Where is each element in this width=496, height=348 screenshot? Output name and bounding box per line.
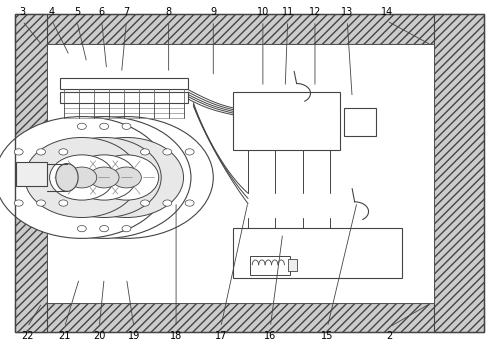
Circle shape bbox=[0, 117, 169, 238]
Bar bbox=[15, 14, 484, 44]
Text: 10: 10 bbox=[257, 7, 269, 17]
Circle shape bbox=[59, 149, 68, 155]
Bar bbox=[47, 44, 434, 303]
Circle shape bbox=[37, 149, 46, 155]
Text: 9: 9 bbox=[210, 7, 216, 17]
Text: 15: 15 bbox=[321, 331, 333, 341]
Circle shape bbox=[69, 137, 184, 218]
Bar bbox=[60, 92, 188, 103]
Circle shape bbox=[89, 167, 119, 188]
Circle shape bbox=[25, 137, 139, 218]
Circle shape bbox=[14, 200, 23, 206]
Circle shape bbox=[77, 226, 86, 232]
Circle shape bbox=[185, 149, 194, 155]
Circle shape bbox=[163, 149, 172, 155]
Circle shape bbox=[59, 200, 68, 206]
Text: 8: 8 bbox=[166, 7, 172, 17]
Circle shape bbox=[14, 149, 23, 155]
Circle shape bbox=[122, 226, 131, 232]
Text: 12: 12 bbox=[309, 7, 321, 17]
Text: 20: 20 bbox=[93, 331, 105, 341]
Text: 21: 21 bbox=[59, 331, 70, 341]
Text: 16: 16 bbox=[264, 331, 276, 341]
Bar bbox=[344, 108, 376, 136]
Circle shape bbox=[67, 167, 97, 188]
Text: 2: 2 bbox=[386, 331, 392, 341]
Circle shape bbox=[100, 226, 109, 232]
Bar bbox=[288, 259, 297, 271]
Text: 17: 17 bbox=[215, 331, 227, 341]
Text: 11: 11 bbox=[282, 7, 294, 17]
Text: 18: 18 bbox=[170, 331, 182, 341]
Circle shape bbox=[185, 200, 194, 206]
Circle shape bbox=[40, 117, 213, 238]
Circle shape bbox=[140, 200, 149, 206]
Circle shape bbox=[163, 200, 172, 206]
Circle shape bbox=[17, 117, 191, 238]
Text: 3: 3 bbox=[19, 7, 25, 17]
Bar bbox=[250, 256, 290, 275]
Circle shape bbox=[100, 123, 109, 129]
Text: 13: 13 bbox=[341, 7, 353, 17]
Ellipse shape bbox=[56, 164, 78, 191]
Bar bbox=[434, 14, 484, 332]
Circle shape bbox=[77, 123, 86, 129]
Circle shape bbox=[94, 155, 159, 200]
Circle shape bbox=[47, 137, 161, 218]
Text: 19: 19 bbox=[128, 331, 140, 341]
Circle shape bbox=[140, 149, 149, 155]
Bar bbox=[16, 162, 47, 186]
Text: 4: 4 bbox=[49, 7, 55, 17]
Bar bbox=[15, 303, 484, 332]
Circle shape bbox=[122, 123, 131, 129]
Circle shape bbox=[50, 155, 114, 200]
Circle shape bbox=[72, 155, 136, 200]
Bar bbox=[60, 78, 188, 89]
Text: 5: 5 bbox=[74, 7, 80, 17]
Bar bbox=[233, 92, 340, 150]
Circle shape bbox=[37, 200, 46, 206]
Circle shape bbox=[112, 167, 141, 188]
Text: 14: 14 bbox=[381, 7, 393, 17]
Text: 22: 22 bbox=[21, 331, 34, 341]
Bar bbox=[15, 14, 47, 332]
Text: 7: 7 bbox=[124, 7, 129, 17]
Bar bbox=[233, 228, 402, 278]
Text: 6: 6 bbox=[99, 7, 105, 17]
